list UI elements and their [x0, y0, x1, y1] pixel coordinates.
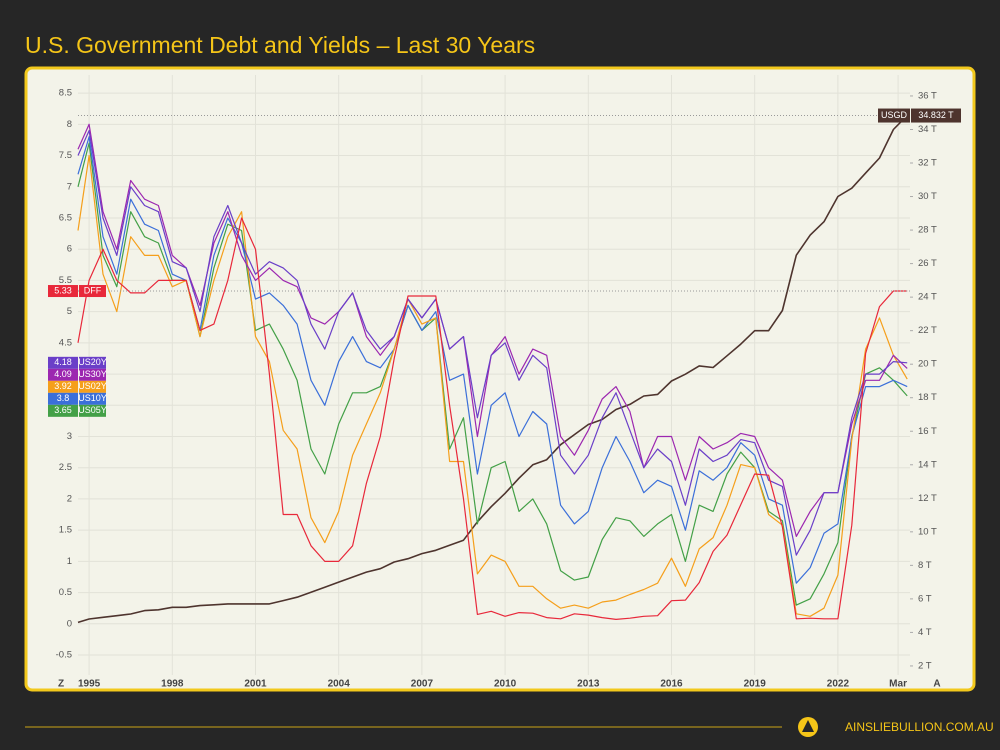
y2-tick-label: 22 T — [918, 325, 937, 336]
badge-name: US30Y — [78, 369, 107, 379]
x-tick-label: 2004 — [328, 679, 351, 690]
x-tick-label: 2013 — [577, 679, 600, 690]
y2-tick-label: 36 T — [918, 90, 937, 101]
x-tick-label: 1995 — [78, 679, 101, 690]
y2-tick-label: 2 T — [918, 660, 932, 671]
x-tick-label: Mar — [889, 679, 907, 690]
y-tick-label: 2.5 — [59, 462, 72, 473]
y2-tick-label: 14 T — [918, 459, 937, 470]
y-tick-label: 3 — [67, 431, 72, 442]
badge-value: 4.09 — [54, 369, 72, 379]
y-tick-label: 8.5 — [59, 88, 72, 99]
footer-logo-mark — [802, 720, 814, 732]
series-line — [77, 114, 908, 624]
badge-value: 3.8 — [57, 393, 70, 403]
y-tick-label: 8 — [67, 119, 72, 130]
badge-name-box — [79, 285, 106, 298]
badge-value-box — [48, 392, 78, 405]
badge-value-box — [48, 285, 78, 298]
badge-value-box — [48, 356, 78, 369]
x-tick-label: 2001 — [244, 679, 267, 690]
x-tick-label: 2016 — [660, 679, 683, 690]
badge-name-box — [878, 108, 910, 123]
auto-scale-button[interactable]: A — [933, 679, 940, 690]
x-tick-label: 2022 — [827, 679, 850, 690]
badge-name: US10Y — [78, 393, 107, 403]
y-tick-label: 0.5 — [59, 587, 72, 598]
chart-title: U.S. Government Debt and Yields – Last 3… — [25, 32, 535, 58]
y2-tick-label: 6 T — [918, 593, 932, 604]
series-line — [77, 136, 908, 584]
series-line — [77, 130, 908, 556]
y2-tick-label: 20 T — [918, 359, 937, 370]
y-tick-label: 5.5 — [59, 275, 72, 286]
y-tick-label: -0.5 — [56, 650, 72, 661]
y-tick-label: 0 — [67, 618, 72, 629]
badge-name: DFF — [84, 285, 102, 295]
y-tick-label: 4.5 — [59, 337, 72, 348]
y-tick-label: 5 — [67, 306, 72, 317]
badge-value-box — [48, 380, 78, 393]
y2-tick-label: 8 T — [918, 560, 932, 571]
badge-name-box — [79, 392, 106, 405]
y2-tick-label: 12 T — [918, 493, 937, 504]
y2-tick-label: 4 T — [918, 627, 932, 638]
y2-tick-label: 10 T — [918, 526, 937, 537]
y-tick-label: 2 — [67, 493, 72, 504]
y2-tick-label: 16 T — [918, 426, 937, 437]
y2-tick-label: 30 T — [918, 191, 937, 202]
badge-value-box — [911, 108, 961, 123]
series-line — [77, 154, 908, 617]
y-tick-label: 7.5 — [59, 150, 72, 161]
y2-tick-label: 26 T — [918, 258, 937, 269]
badge-name: USGD — [881, 110, 908, 120]
y-tick-label: 6.5 — [59, 212, 72, 223]
badge-name: US02Y — [78, 381, 107, 391]
badge-name-box — [79, 356, 106, 369]
series-line — [77, 142, 908, 606]
chart-panel — [24, 66, 976, 692]
badge-value: 3.65 — [54, 405, 72, 415]
y-tick-label: 6 — [67, 244, 72, 255]
footer-text: AINSLIEBULLION.COM.AU — [845, 720, 994, 734]
y2-tick-label: 28 T — [918, 225, 937, 236]
x-tick-label: 2007 — [411, 679, 434, 690]
x-tick-label: 1998 — [161, 679, 184, 690]
badge-value: 34.832 T — [918, 110, 954, 120]
badge-value: 3.92 — [54, 381, 72, 391]
badge-name: US20Y — [78, 357, 107, 367]
y2-tick-label: 32 T — [918, 158, 937, 169]
x-tick-label: 2010 — [494, 679, 517, 690]
zoom-button[interactable]: Z — [58, 679, 64, 690]
y2-tick-label: 34 T — [918, 124, 937, 135]
badge-value-box — [48, 404, 78, 417]
y-tick-label: 1 — [67, 556, 72, 567]
y2-tick-label: 24 T — [918, 292, 937, 303]
badge-value: 5.33 — [54, 285, 72, 295]
badge-name-box — [79, 380, 106, 393]
x-tick-label: 2019 — [744, 679, 767, 690]
y2-tick-label: 18 T — [918, 392, 937, 403]
y-tick-label: 1.5 — [59, 525, 72, 536]
y-tick-label: 7 — [67, 181, 72, 192]
series-line — [77, 217, 908, 620]
badge-name: US05Y — [78, 405, 107, 415]
badge-name-box — [79, 404, 106, 417]
badge-value: 4.18 — [54, 357, 72, 367]
badge-value-box — [48, 368, 78, 381]
badge-name-box — [79, 368, 106, 381]
